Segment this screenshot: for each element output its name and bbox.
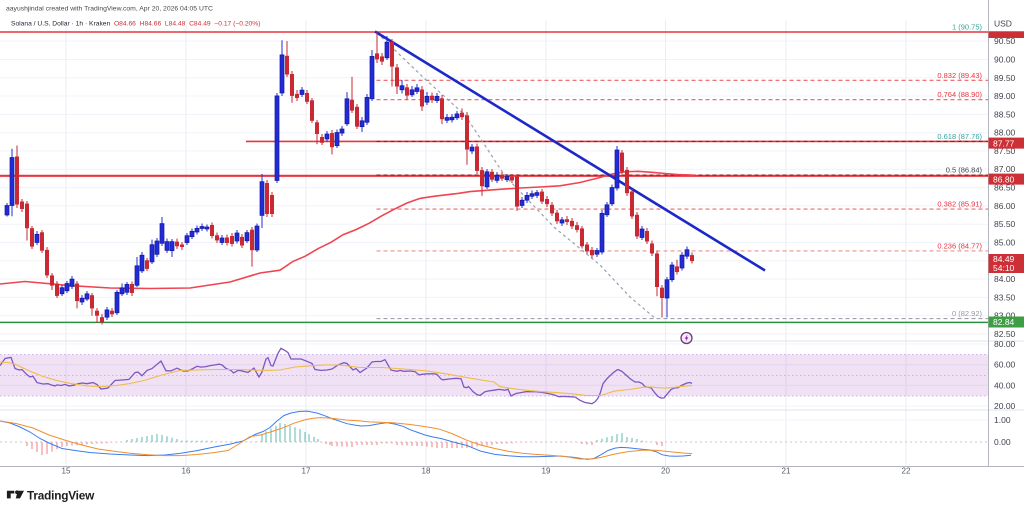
svg-text:82.50: 82.50	[994, 329, 1016, 339]
svg-text:0.618 (87.76): 0.618 (87.76)	[937, 132, 982, 141]
svg-text:1 (90.75): 1 (90.75)	[952, 23, 983, 32]
svg-text:87.77: 87.77	[993, 138, 1015, 148]
svg-text:83.00: 83.00	[994, 311, 1016, 321]
svg-text:16: 16	[182, 467, 191, 476]
svg-text:15: 15	[62, 467, 71, 476]
svg-text:90.50: 90.50	[994, 36, 1016, 46]
svg-text:0 (82.92): 0 (82.92)	[952, 309, 983, 318]
svg-text:18: 18	[422, 467, 431, 476]
svg-text:54:10: 54:10	[993, 263, 1015, 273]
svg-text:TradingView: TradingView	[27, 488, 95, 502]
svg-text:85.00: 85.00	[994, 238, 1016, 248]
svg-text:87.50: 87.50	[994, 146, 1016, 156]
svg-text:0.5 (86.84): 0.5 (86.84)	[946, 166, 983, 175]
svg-text:84.49: 84.49	[993, 254, 1015, 264]
svg-text:40.00: 40.00	[994, 380, 1016, 390]
svg-text:89.50: 89.50	[994, 73, 1016, 83]
svg-text:19: 19	[542, 467, 551, 476]
svg-text:0.832 (89.43): 0.832 (89.43)	[937, 71, 982, 80]
svg-text:1.00: 1.00	[994, 415, 1011, 425]
svg-text:86.00: 86.00	[994, 201, 1016, 211]
svg-text:83.50: 83.50	[994, 292, 1016, 302]
svg-text:89.00: 89.00	[994, 91, 1016, 101]
svg-text:USD: USD	[994, 19, 1012, 29]
svg-text:87.00: 87.00	[994, 164, 1016, 174]
svg-text:21: 21	[782, 467, 791, 476]
svg-text:88.00: 88.00	[994, 128, 1016, 138]
svg-text:0.00: 0.00	[994, 437, 1011, 447]
svg-text:80.00: 80.00	[994, 339, 1016, 349]
svg-text:22: 22	[902, 467, 911, 476]
svg-text:82.84: 82.84	[993, 317, 1015, 327]
svg-text:20: 20	[661, 467, 670, 476]
svg-text:0.236 (84.77): 0.236 (84.77)	[937, 241, 982, 250]
svg-text:86.50: 86.50	[994, 183, 1016, 193]
svg-text:88.50: 88.50	[994, 109, 1016, 119]
svg-text:Solana / U.S. Dollar · 1h · Kr: Solana / U.S. Dollar · 1h · Kraken O84.6…	[11, 21, 260, 28]
svg-text:60.00: 60.00	[994, 360, 1016, 370]
svg-text:0.382 (85.91): 0.382 (85.91)	[937, 200, 982, 209]
svg-text:86.80: 86.80	[993, 174, 1015, 184]
svg-text:85.50: 85.50	[994, 219, 1016, 229]
svg-text:0.764 (88.90): 0.764 (88.90)	[937, 90, 982, 99]
svg-text:90.00: 90.00	[994, 55, 1016, 65]
svg-text:84.00: 84.00	[994, 274, 1016, 284]
svg-text:17: 17	[302, 467, 311, 476]
svg-text:20.00: 20.00	[994, 401, 1016, 411]
svg-text:aayushjindal created with Trad: aayushjindal created with TradingView.co…	[6, 6, 213, 13]
